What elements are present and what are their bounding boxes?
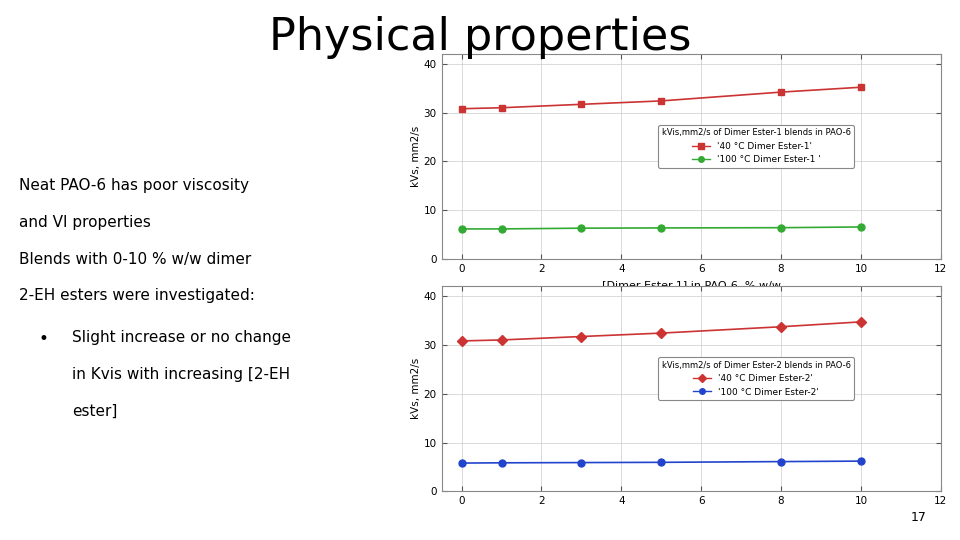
Text: Physical properties: Physical properties (269, 16, 691, 59)
Text: in Kvis with increasing [2-EH: in Kvis with increasing [2-EH (72, 367, 290, 382)
Y-axis label: kVs, mm2/s: kVs, mm2/s (411, 358, 420, 420)
Text: •: • (38, 330, 48, 348)
Y-axis label: kVs, mm2/s: kVs, mm2/s (411, 126, 420, 187)
X-axis label: [Dimer Ester-1] in PAO-6, % w/w: [Dimer Ester-1] in PAO-6, % w/w (602, 280, 780, 289)
Text: Slight increase or no change: Slight increase or no change (72, 330, 291, 346)
Legend: '40 °C Dimer Ester-2', '100 °C Dimer Ester-2': '40 °C Dimer Ester-2', '100 °C Dimer Est… (658, 357, 854, 400)
Text: and VI properties: and VI properties (19, 215, 151, 230)
Legend: '40 °C Dimer Ester-1', '100 °C Dimer Ester-1 ': '40 °C Dimer Ester-1', '100 °C Dimer Est… (658, 125, 854, 168)
Text: Blends with 0-10 % w/w dimer: Blends with 0-10 % w/w dimer (19, 252, 252, 267)
Text: ester]: ester] (72, 404, 117, 419)
Text: 2-EH esters were investigated:: 2-EH esters were investigated: (19, 288, 255, 303)
Text: Neat PAO-6 has poor viscosity: Neat PAO-6 has poor viscosity (19, 178, 250, 193)
Text: 17: 17 (910, 511, 926, 524)
